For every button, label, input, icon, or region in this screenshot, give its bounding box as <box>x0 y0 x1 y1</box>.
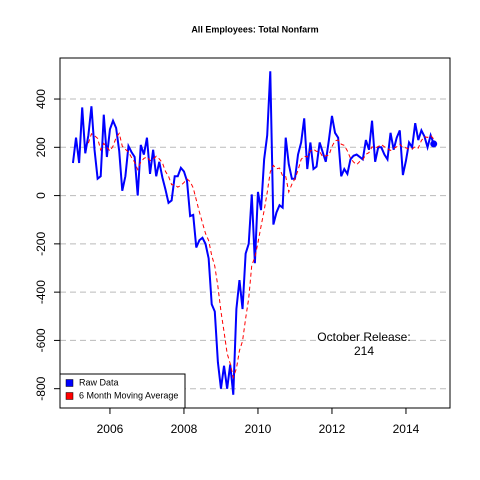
legend-swatch <box>65 379 74 387</box>
legend-label: Raw Data <box>79 377 119 387</box>
y-tick-label: 0 <box>34 192 48 199</box>
legend-label: 6 Month Moving Average <box>79 390 178 400</box>
legend-swatch <box>65 392 74 400</box>
legend-box <box>59 373 186 409</box>
plot-frame <box>59 57 451 409</box>
y-tick-label: -600 <box>34 328 48 352</box>
series-line <box>87 132 435 380</box>
y-tick-label: 200 <box>34 137 48 157</box>
y-tick-label: -800 <box>34 376 48 400</box>
annotation: October Release: <box>317 330 410 344</box>
y-tick-label: 400 <box>34 89 48 109</box>
chart-title: All Employees: Total Nonfarm <box>191 24 318 34</box>
last-point <box>430 140 438 148</box>
y-tick-label: -200 <box>34 232 48 256</box>
series-line <box>71 71 435 395</box>
annotation-value: 214 <box>354 344 374 358</box>
x-tick-label: 2010 <box>245 422 272 436</box>
x-tick-label: 2014 <box>393 422 420 436</box>
y-tick-label: -400 <box>34 280 48 304</box>
x-tick-label: 2008 <box>171 422 198 436</box>
x-tick-label: 2012 <box>319 422 346 436</box>
x-tick-label: 2006 <box>97 422 124 436</box>
